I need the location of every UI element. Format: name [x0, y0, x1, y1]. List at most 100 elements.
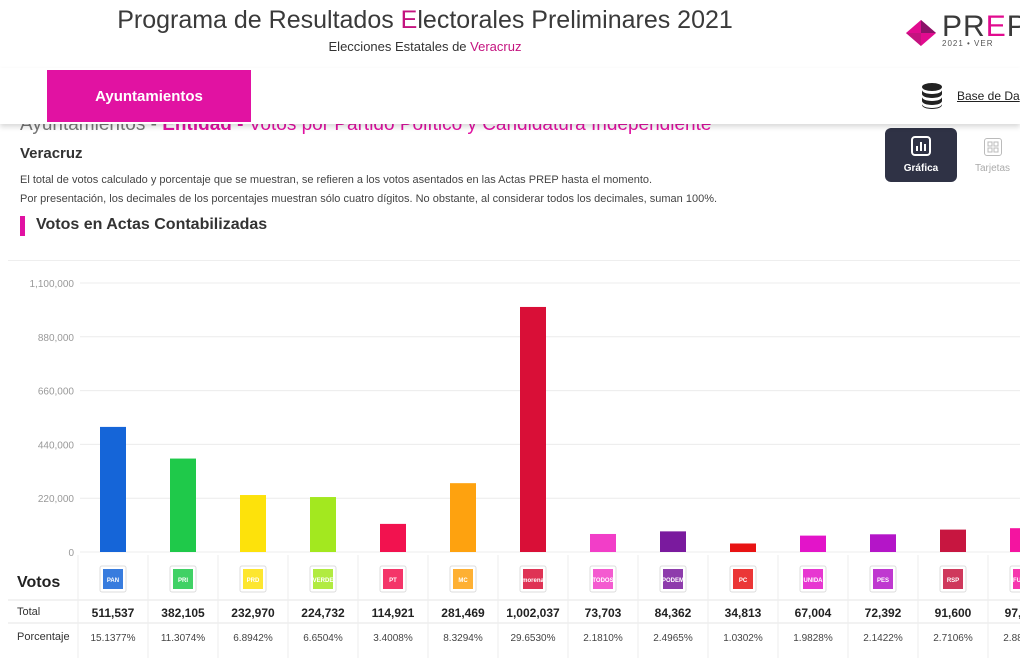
chart-view-label: Gráfica	[903, 163, 939, 174]
party-logo-mark	[593, 569, 613, 589]
total-votes-value: 382,105	[161, 606, 205, 620]
bar	[520, 306, 546, 552]
percentage-value: 1.9828%	[793, 633, 833, 644]
total-votes-value: 281,469	[441, 606, 485, 620]
note-line-2: Por presentación, los decimales de los p…	[20, 193, 718, 205]
database-icon[interactable]	[920, 82, 944, 110]
total-votes-value: 72,392	[865, 606, 902, 620]
percentage-value: 6.8942%	[233, 633, 273, 644]
row-label-total: Total	[17, 606, 41, 618]
bar	[660, 531, 686, 552]
bar	[1010, 528, 1020, 552]
subtitle-state: Veracruz	[470, 39, 522, 54]
prep-logo-subtitle: 2021 • VER	[942, 39, 994, 48]
party-logo-mark	[733, 569, 753, 589]
y-tick-label: 660,000	[38, 387, 75, 398]
prep-logo-text: PREP	[942, 10, 1020, 44]
y-tick-label: 880,000	[38, 333, 75, 344]
app-header: Programa de Resultados Electorales Preli…	[0, 0, 1020, 68]
percentage-value: 1.0302%	[723, 633, 763, 644]
total-votes-value: 511,537	[92, 606, 135, 620]
party-logo-mark	[523, 569, 543, 589]
party-logo-mark	[873, 569, 893, 589]
bar	[800, 535, 826, 552]
database-link[interactable]: Base de Da	[957, 89, 1020, 103]
logo-letter-e: E	[985, 10, 1007, 43]
party-logo-text: PC	[739, 578, 748, 584]
votes-bar-chart: 0 220,000 440,000 660,000 880,000 1,100,000 PA…	[8, 279, 1020, 658]
title-part: Programa de Resultados	[117, 6, 401, 34]
logo-letters: PR	[942, 10, 986, 43]
party-logo-mark	[663, 569, 683, 589]
party-logo-text: PRI	[178, 578, 188, 584]
cards-view-button[interactable]: Tarjetas	[965, 128, 1020, 182]
total-votes-value: 84,362	[655, 606, 692, 620]
party-logo-text: PODEM	[662, 578, 684, 584]
bar	[100, 426, 126, 552]
percentage-value: 15.1377%	[90, 633, 135, 644]
row-label-votos: Votos	[17, 574, 61, 591]
title-highlight: E	[400, 6, 418, 34]
total-votes-value: 224,732	[301, 606, 345, 620]
top-navbar: Ayuntamientos Base de Da	[0, 68, 1020, 124]
total-votes-value: 1,002,037	[506, 606, 560, 620]
page-title: Programa de Resultados Electorales Preli…	[0, 6, 850, 35]
percentage-value: 2.8816%	[1003, 633, 1020, 644]
page-subtitle: Elecciones Estatales de Veracruz	[0, 39, 850, 54]
bar	[240, 495, 266, 552]
grid-icon	[984, 138, 1002, 156]
party-logo-text: PES	[877, 578, 889, 584]
party-logo-text: morena	[522, 578, 544, 584]
note-line-1: El total de votos calculado y porcentaje…	[20, 174, 653, 186]
chart-container: 0 220,000 440,000 660,000 880,000 1,100,000 PA…	[8, 260, 1020, 658]
percentage-value: 11.3074%	[161, 633, 205, 644]
party-logo-text: PT	[389, 578, 397, 584]
y-tick-label: 1,100,000	[30, 279, 75, 290]
party-logo-text: TODOS	[592, 578, 613, 584]
party-logo-text: RSP	[947, 578, 959, 584]
party-logo-mark	[243, 569, 263, 589]
party-logo-mark	[313, 569, 333, 589]
party-logo-mark	[1013, 569, 1020, 589]
percentage-value: 2.1422%	[863, 633, 903, 644]
logo-letter-p: P	[1006, 10, 1020, 43]
cards-view-label: Tarjetas	[974, 163, 1010, 174]
percentage-value: 8.3294%	[443, 633, 483, 644]
total-votes-value: 91,600	[935, 606, 972, 620]
total-votes-value: 73,703	[585, 606, 622, 620]
party-logo-text: PRD	[247, 578, 260, 584]
percentage-value: 2.4965%	[653, 633, 693, 644]
votes-section-title: Votos en Actas Contabilizadas	[20, 216, 267, 236]
y-tick-label: 440,000	[38, 440, 75, 451]
tab-ayuntamientos[interactable]: Ayuntamientos	[47, 70, 251, 122]
party-logo-mark	[173, 569, 193, 589]
total-votes-value: 114,921	[372, 606, 415, 620]
view-toggle: Gráfica Tarjetas	[885, 128, 1020, 182]
total-votes-value: 232,970	[231, 606, 275, 620]
prep-logo: PREP 2021 • VER	[904, 10, 1020, 52]
bar	[590, 533, 616, 552]
party-logo-text: UNIDA	[804, 578, 824, 584]
title-part: lectorales Preliminares 2021	[417, 6, 733, 34]
percentage-value: 3.4008%	[373, 633, 413, 644]
party-logo-text: PAN	[107, 578, 119, 584]
party-logo-text: FUERZ	[1013, 578, 1020, 584]
chart-view-button[interactable]: Gráfica	[885, 128, 957, 182]
row-label-porcentaje: Porcentaje	[17, 631, 70, 643]
bar-chart-icon	[911, 136, 931, 156]
percentage-value: 6.6504%	[303, 633, 343, 644]
party-logo-mark	[103, 569, 123, 589]
percentage-value: 2.1810%	[583, 633, 623, 644]
party-logo-mark	[943, 569, 963, 589]
party-logo-text: VERDE	[313, 578, 334, 584]
bar	[940, 529, 966, 552]
state-name: Veracruz	[20, 145, 83, 162]
total-votes-value: 67,004	[795, 606, 832, 620]
percentage-value: 2.7106%	[933, 633, 973, 644]
bar	[380, 523, 406, 552]
party-logo-mark	[453, 569, 473, 589]
subtitle-part: Elecciones Estatales de	[328, 39, 471, 54]
bar	[310, 497, 336, 552]
heading-separator: -	[231, 114, 249, 135]
y-tick-label: 220,000	[38, 494, 75, 505]
